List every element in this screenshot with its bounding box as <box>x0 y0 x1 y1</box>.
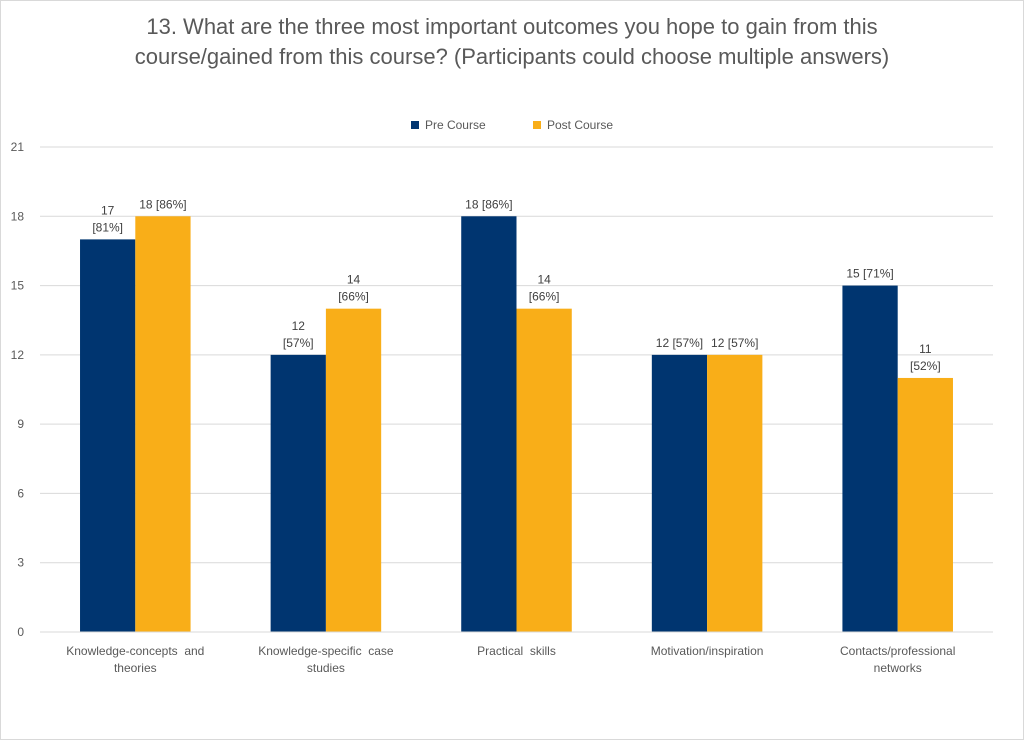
y-tick-label: 3 <box>17 556 24 570</box>
bar <box>516 308 572 632</box>
y-tick-label: 6 <box>17 486 24 500</box>
data-label: 12 <box>292 319 306 333</box>
bar <box>707 354 763 632</box>
y-tick-label: 15 <box>11 279 25 293</box>
x-tick-label: networks <box>874 661 922 675</box>
x-tick-label: Contacts/professional <box>840 644 955 658</box>
legend-item-post: Post Course <box>533 118 613 132</box>
legend-swatch-post <box>533 121 541 129</box>
bar <box>651 354 708 632</box>
data-label: 12 [57%] <box>711 336 758 350</box>
bar <box>842 285 898 632</box>
y-tick-label: 0 <box>17 625 24 639</box>
bar <box>897 377 953 632</box>
data-label: 15 [71%] <box>846 267 893 281</box>
y-tick-label: 18 <box>11 209 25 223</box>
chart-title: 13. What are the three most important ou… <box>134 14 890 69</box>
data-label: 17 <box>101 203 115 217</box>
legend-label-post: Post Course <box>547 118 614 132</box>
data-label: [52%] <box>910 359 941 373</box>
data-label: 12 [57%] <box>656 336 703 350</box>
data-label: [81%] <box>92 220 123 234</box>
bar <box>270 354 326 632</box>
bar <box>135 216 191 633</box>
bar <box>325 308 382 632</box>
x-tick-label: studies <box>307 661 345 675</box>
bar <box>461 216 517 633</box>
y-tick-label: 9 <box>17 417 24 431</box>
legend-item-pre: Pre Course <box>410 118 486 132</box>
data-label: 18 [86%] <box>139 197 186 211</box>
data-label: 14 <box>537 273 551 287</box>
legend: Pre Course Post Course <box>0 118 1024 132</box>
x-tick-label: theories <box>114 661 157 675</box>
x-tick-label: Knowledge-specific case <box>258 644 394 658</box>
x-tick-label: Knowledge-concepts and <box>66 644 204 658</box>
data-label: 14 <box>347 273 361 287</box>
legend-swatch-pre <box>410 121 419 129</box>
data-label: [66%] <box>529 290 560 304</box>
x-tick-label: Practical skills <box>477 644 556 658</box>
data-label: [66%] <box>338 290 369 304</box>
data-label: 18 [86%] <box>465 197 512 211</box>
bar <box>80 239 136 632</box>
legend-label-pre: Pre Course <box>424 118 486 132</box>
y-tick-label: 12 <box>11 348 25 362</box>
data-label: [57%] <box>283 336 314 350</box>
data-label: 11 <box>919 342 932 356</box>
y-tick-label: 21 <box>11 140 25 154</box>
x-tick-label: Motivation/inspiration <box>651 644 764 658</box>
